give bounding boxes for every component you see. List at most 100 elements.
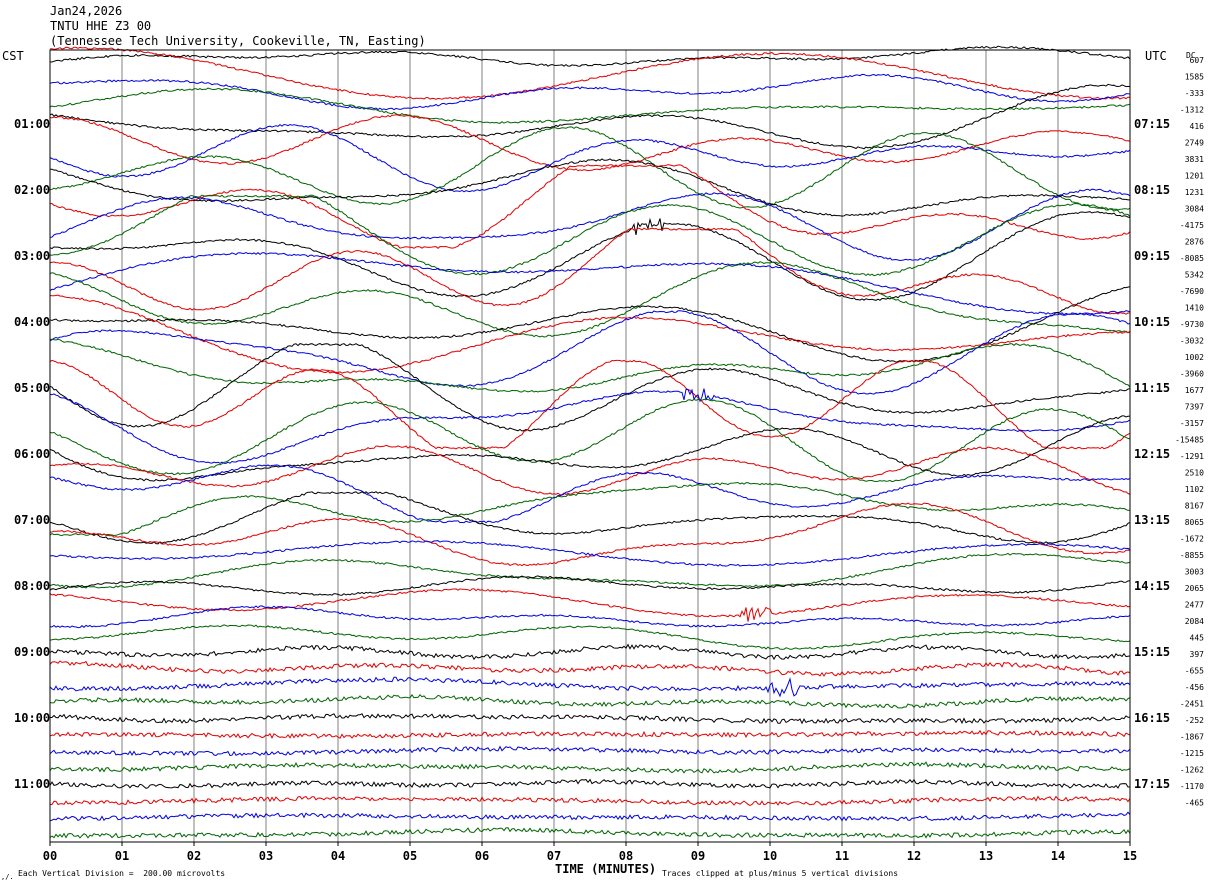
x-tick-label: 07 bbox=[547, 849, 561, 863]
dc-offset-value: -3960 bbox=[1180, 370, 1204, 379]
dc-offset-value: 2084 bbox=[1185, 617, 1204, 626]
trace-red bbox=[49, 164, 1131, 249]
header-date: Jan24,2026 bbox=[50, 4, 122, 18]
utc-hour-label: 16:15 bbox=[1134, 711, 1170, 725]
dc-offset-value: 3003 bbox=[1185, 568, 1204, 577]
x-tick-label: 12 bbox=[907, 849, 921, 863]
dc-offset-value: -15485 bbox=[1175, 436, 1204, 445]
dc-offset-value: 2477 bbox=[1185, 601, 1204, 610]
x-tick-label: 06 bbox=[475, 849, 489, 863]
trace-red bbox=[49, 502, 1131, 567]
dc-offset-value: -456 bbox=[1185, 683, 1204, 692]
dc-offset-value: -8855 bbox=[1180, 551, 1204, 560]
cst-hour-label: 01:00 bbox=[14, 117, 50, 131]
trace-green bbox=[49, 126, 1131, 211]
x-tick-label: 10 bbox=[763, 849, 777, 863]
trace-green bbox=[49, 552, 1131, 589]
dc-offset-value: -333 bbox=[1185, 89, 1204, 98]
dc-offset-value: 445 bbox=[1190, 634, 1205, 643]
trace-green bbox=[49, 624, 1131, 650]
trace-blue bbox=[49, 745, 1131, 757]
utc-hour-label: 13:15 bbox=[1134, 513, 1170, 527]
trace-blue bbox=[49, 605, 1131, 629]
x-tick-label: 08 bbox=[619, 849, 633, 863]
trace-red bbox=[49, 444, 1131, 496]
utc-hour-label: 10:15 bbox=[1134, 315, 1170, 329]
trace-green bbox=[49, 481, 1131, 537]
trace-red bbox=[49, 359, 1131, 450]
cst-hour-label: 11:00 bbox=[14, 777, 50, 791]
clip-note: Traces clipped at plus/minus 5 vertical … bbox=[662, 869, 898, 878]
dc-offset-value: -252 bbox=[1185, 716, 1204, 725]
trace-red bbox=[49, 114, 1131, 172]
plot-frame bbox=[49, 49, 1131, 843]
dc-offset-value: 1231 bbox=[1185, 188, 1204, 197]
x-tick-label: 01 bbox=[115, 849, 129, 863]
cst-hour-labels: 01:00 02:00 03:00 04:00 05:00 06:00 07:00 08:00… bbox=[14, 117, 50, 791]
x-tick-label: 02 bbox=[187, 849, 201, 863]
trace-green bbox=[49, 694, 1131, 709]
trace-blue bbox=[49, 811, 1131, 822]
dc-offset-value: -1262 bbox=[1180, 766, 1204, 775]
dc-offset-value: 1677 bbox=[1185, 386, 1204, 395]
dc-offset-value: 5342 bbox=[1185, 271, 1204, 280]
trace-black bbox=[49, 778, 1131, 789]
trace-blue bbox=[49, 540, 1131, 567]
trace-red bbox=[49, 729, 1131, 740]
dc-offset-value: 8167 bbox=[1185, 502, 1204, 511]
dc-offset-value: 416 bbox=[1190, 122, 1205, 131]
trace-black bbox=[49, 286, 1131, 363]
dc-offset-value: -1312 bbox=[1180, 106, 1204, 115]
dc-offset-value: 7397 bbox=[1185, 403, 1204, 412]
dc-offset-value: -8085 bbox=[1180, 254, 1204, 263]
dc-offset-labels: 607 1585 -333 -1312 416 2749 3831 1201 1231 3084 -… bbox=[1175, 56, 1204, 808]
trace-red bbox=[49, 588, 1131, 622]
dc-offset-value: -655 bbox=[1185, 667, 1204, 676]
x-axis-title: TIME (MINUTES) bbox=[555, 862, 656, 876]
dc-offset-value: 1410 bbox=[1185, 304, 1204, 313]
trace-green bbox=[49, 338, 1131, 393]
x-tick-label: 03 bbox=[259, 849, 273, 863]
scale-note: Each Vertical Division = 200.00 microvol… bbox=[18, 869, 225, 878]
dc-offset-value: 1201 bbox=[1185, 172, 1204, 181]
header-station: TNTU HHE Z3 00 bbox=[50, 19, 151, 33]
utc-hour-label: 08:15 bbox=[1134, 183, 1170, 197]
dc-offset-value: -4175 bbox=[1180, 221, 1204, 230]
dc-offset-value: -465 bbox=[1185, 799, 1204, 808]
cst-hour-label: 07:00 bbox=[14, 513, 50, 527]
x-tick-label: 00 bbox=[43, 849, 57, 863]
dc-offset-value: -1291 bbox=[1180, 452, 1204, 461]
cst-hour-label: 09:00 bbox=[14, 645, 50, 659]
utc-hour-label: 07:15 bbox=[1134, 117, 1170, 131]
trace-blue bbox=[49, 388, 1131, 464]
dc-offset-value: -1215 bbox=[1180, 749, 1204, 758]
x-tick-label: 09 bbox=[691, 849, 705, 863]
trace-blue bbox=[49, 123, 1131, 193]
trace-blue bbox=[49, 676, 1131, 698]
dc-offset-value: 2065 bbox=[1185, 584, 1204, 593]
cst-hour-label: 04:00 bbox=[14, 315, 50, 329]
trace-green bbox=[49, 87, 1131, 124]
trace-black bbox=[49, 415, 1131, 482]
x-tick-label: 15 bbox=[1123, 849, 1137, 863]
right-axis-label: UTC bbox=[1145, 49, 1167, 63]
x-tick-label: 04 bbox=[331, 849, 345, 863]
cst-hour-label: 05:00 bbox=[14, 381, 50, 395]
trace-green bbox=[49, 827, 1131, 839]
utc-hour-label: 09:15 bbox=[1134, 249, 1170, 263]
trace-blue bbox=[49, 464, 1131, 524]
cst-hour-label: 10:00 bbox=[14, 711, 50, 725]
utc-hour-label: 17:15 bbox=[1134, 777, 1170, 791]
utc-hour-label: 15:15 bbox=[1134, 645, 1170, 659]
trace-black bbox=[49, 343, 1131, 432]
grid-lines bbox=[121, 50, 1059, 842]
dc-offset-value: 3831 bbox=[1185, 155, 1204, 164]
dc-offset-value: -3157 bbox=[1180, 419, 1204, 428]
trace-red bbox=[49, 46, 1131, 100]
dc-offset-value: 397 bbox=[1190, 650, 1205, 659]
dc-offset-value: 2876 bbox=[1185, 238, 1204, 247]
dc-offset-value: -2451 bbox=[1180, 700, 1204, 709]
left-axis-label: CST bbox=[2, 49, 24, 63]
trace-blue bbox=[49, 252, 1131, 316]
x-tick-label: 05 bbox=[403, 849, 417, 863]
